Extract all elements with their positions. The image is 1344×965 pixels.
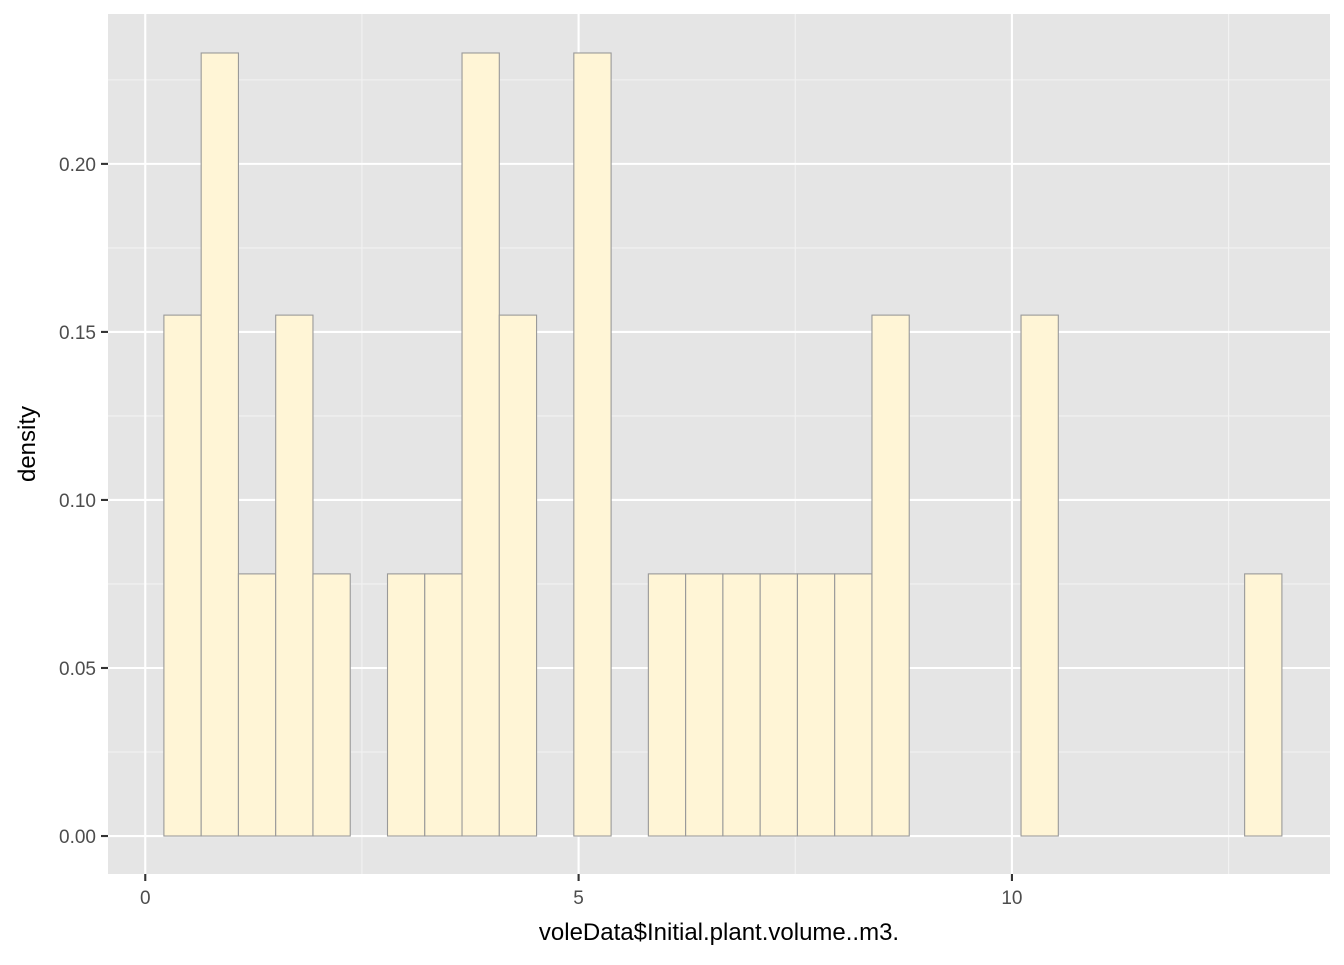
histogram-bar: [573, 52, 612, 837]
histogram-bar: [461, 52, 500, 837]
histogram-bar: [424, 573, 463, 837]
y-tick-label: 0.15: [59, 323, 96, 344]
histogram-bar: [759, 573, 798, 837]
histogram-bar: [647, 573, 687, 837]
y-axis-title: density: [14, 406, 41, 482]
histogram-bar: [163, 314, 202, 837]
x-axis: 0 5 10: [140, 874, 1023, 909]
x-tick-label: 5: [573, 888, 584, 909]
histogram-bar: [722, 573, 761, 837]
y-tick-label: 0.20: [59, 155, 96, 176]
histogram-bar: [386, 573, 426, 837]
histogram-bar: [498, 314, 538, 837]
x-axis-title: voleData$Initial.plant.volume..m3.: [539, 919, 899, 946]
y-tick-label: 0.05: [59, 659, 96, 680]
histogram-bar: [685, 573, 724, 837]
histogram-bar: [237, 573, 277, 837]
histogram-bar: [871, 314, 910, 837]
histogram-bar: [834, 573, 873, 837]
histogram-bar: [1244, 573, 1283, 837]
y-tick-label: 0.00: [59, 827, 96, 848]
y-axis: 0.00 0.05 0.10 0.15 0.20: [59, 155, 108, 848]
histogram-bar: [1020, 314, 1059, 837]
histogram-bar: [275, 314, 314, 837]
y-tick-label: 0.10: [59, 491, 96, 512]
histogram-bar: [796, 573, 836, 837]
histogram-bars: [163, 52, 1283, 837]
histogram-bar: [200, 52, 239, 837]
histogram-bar: [312, 573, 351, 837]
x-tick-label: 0: [140, 888, 151, 909]
x-tick-label: 10: [1001, 888, 1022, 909]
